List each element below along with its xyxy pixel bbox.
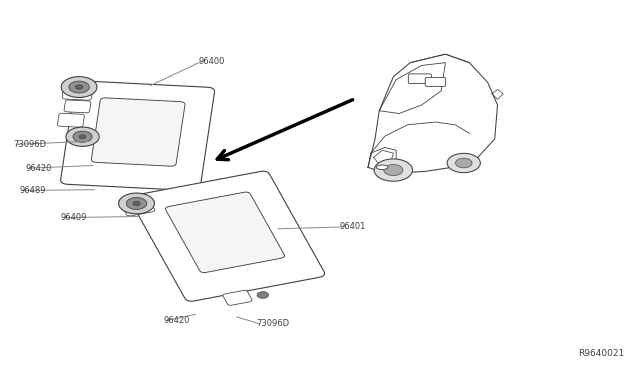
FancyBboxPatch shape <box>408 74 431 84</box>
Circle shape <box>384 164 403 176</box>
FancyBboxPatch shape <box>61 81 214 191</box>
FancyBboxPatch shape <box>425 77 445 86</box>
Circle shape <box>61 77 97 97</box>
FancyBboxPatch shape <box>119 195 155 216</box>
FancyBboxPatch shape <box>166 192 285 273</box>
Text: 96420: 96420 <box>163 316 189 325</box>
Circle shape <box>76 85 83 89</box>
Text: R9640021: R9640021 <box>578 349 624 358</box>
Circle shape <box>69 81 90 93</box>
Circle shape <box>447 153 481 173</box>
Circle shape <box>257 292 269 298</box>
Ellipse shape <box>376 165 388 170</box>
Polygon shape <box>374 150 394 164</box>
Circle shape <box>374 159 413 181</box>
FancyBboxPatch shape <box>223 290 252 305</box>
Text: 73096D: 73096D <box>13 140 46 149</box>
FancyBboxPatch shape <box>62 81 93 100</box>
Text: 73096D: 73096D <box>256 319 289 328</box>
Text: 96409: 96409 <box>61 213 87 222</box>
FancyBboxPatch shape <box>64 100 91 113</box>
Text: 96489: 96489 <box>19 186 45 195</box>
Circle shape <box>73 131 92 142</box>
FancyBboxPatch shape <box>130 171 324 301</box>
Text: 96420: 96420 <box>26 164 52 173</box>
FancyBboxPatch shape <box>58 113 84 127</box>
Circle shape <box>66 127 99 147</box>
Text: 96401: 96401 <box>339 222 365 231</box>
Circle shape <box>118 193 154 214</box>
Circle shape <box>456 158 472 168</box>
FancyBboxPatch shape <box>92 98 185 166</box>
Circle shape <box>126 198 147 209</box>
Circle shape <box>133 201 140 206</box>
Text: 96400: 96400 <box>198 57 225 66</box>
Circle shape <box>79 135 86 139</box>
